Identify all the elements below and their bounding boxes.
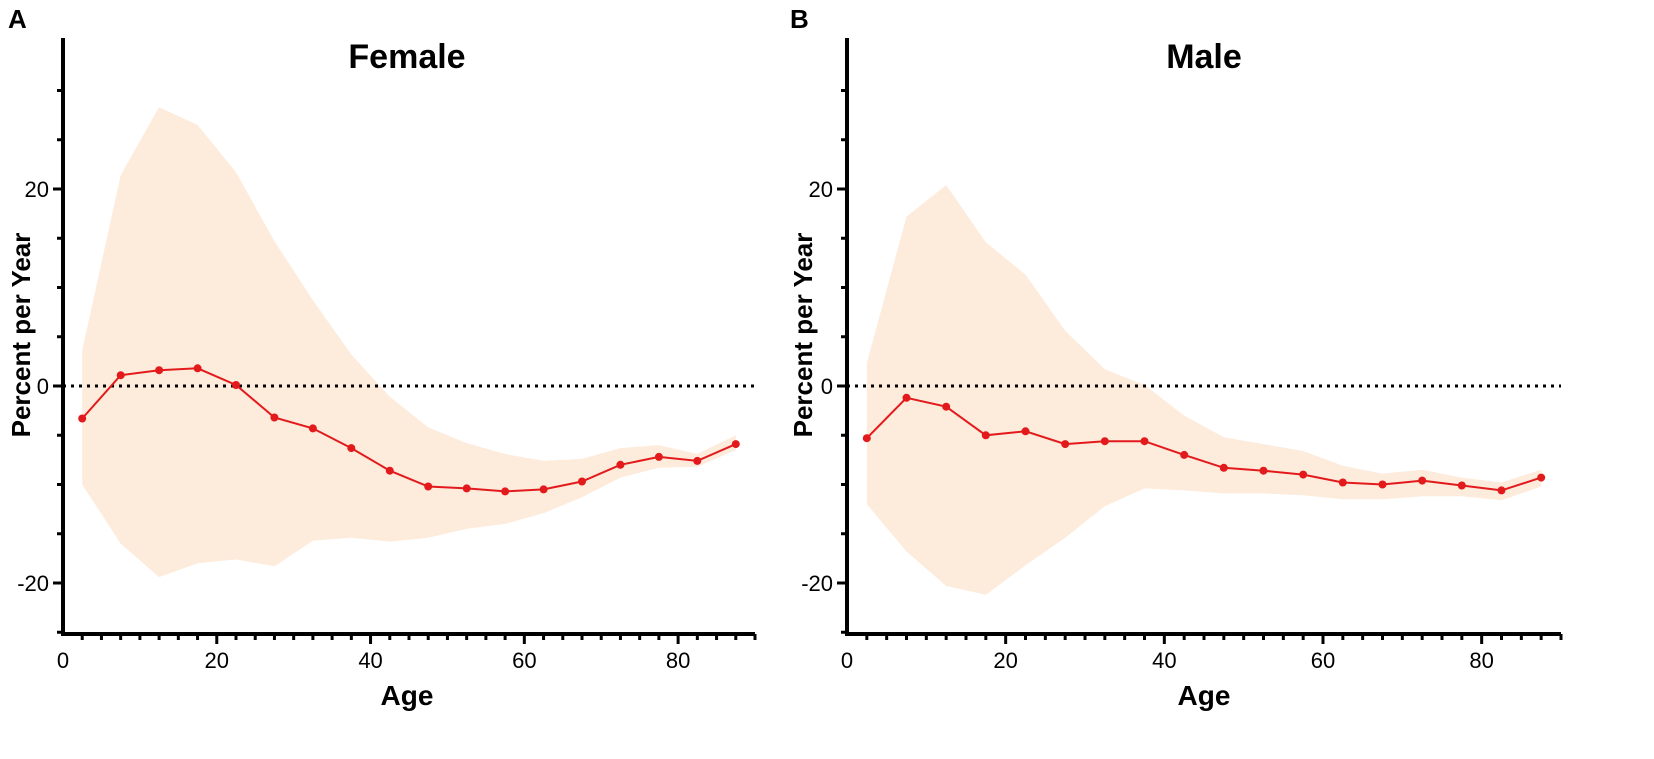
confidence-band-male	[866, 185, 1542, 595]
panel-male: B Male Percent per Year Age -20 0 20 0 20 40 6…	[788, 4, 1563, 711]
data-point-female	[578, 477, 586, 486]
x-tick-label: 0	[841, 648, 853, 673]
data-point-female	[116, 371, 125, 380]
data-point-male	[1378, 480, 1387, 489]
y-axis-label-female: Percent per Year	[6, 233, 36, 438]
data-point-male	[862, 434, 871, 443]
confidence-band-female	[82, 107, 736, 578]
data-point-male	[1299, 470, 1308, 479]
x-tick-label: 20	[993, 648, 1017, 673]
series-line-male	[866, 396, 1542, 492]
x-tick-label: 40	[1152, 648, 1176, 673]
data-point-female	[731, 440, 740, 449]
data-point-female	[385, 466, 394, 475]
y-tick-label: -20	[17, 571, 49, 596]
y-tick-label: 20	[25, 177, 49, 202]
data-point-male	[1021, 427, 1030, 436]
x-tick-label: 0	[57, 648, 69, 673]
y-tick-label: 20	[809, 177, 833, 202]
y-tick-label: 0	[37, 374, 49, 399]
data-point-female	[616, 460, 625, 469]
x-axis-label-female: Age	[381, 680, 434, 711]
x-tick-label: 40	[358, 648, 382, 673]
panel-letter-a: A	[8, 4, 27, 34]
data-point-male	[1100, 437, 1109, 446]
x-tick-label: 80	[1469, 648, 1493, 673]
data-point-male	[902, 393, 911, 402]
data-point-male	[1061, 440, 1070, 449]
data-point-male	[1418, 476, 1427, 485]
data-point-female	[539, 485, 548, 494]
data-point-male	[1140, 437, 1149, 446]
x-tick-label: 80	[666, 648, 690, 673]
y-axis-label-male: Percent per Year	[788, 233, 818, 438]
data-point-male	[1457, 481, 1466, 490]
data-point-male	[1219, 463, 1228, 472]
chart-title-female: Female	[348, 38, 465, 76]
data-point-male	[1497, 486, 1506, 495]
data-point-male	[981, 431, 990, 440]
x-tick-label: 60	[512, 648, 536, 673]
panel-female: A Female Percent per Year Age -20 0 20 0 20 4…	[6, 4, 757, 711]
chart-title-male: Male	[1166, 38, 1242, 76]
data-point-female	[193, 364, 202, 373]
y-tick-label: -20	[801, 571, 833, 596]
series-line-female	[81, 367, 737, 493]
x-tick-label: 60	[1311, 648, 1335, 673]
x-axis-label-male: Age	[1178, 680, 1231, 711]
data-point-female	[693, 456, 702, 465]
data-point-female	[424, 482, 433, 491]
data-point-female	[462, 484, 471, 493]
data-point-female	[78, 414, 87, 423]
data-point-male	[1180, 450, 1189, 459]
data-point-female	[501, 487, 510, 496]
data-point-male	[1259, 466, 1268, 475]
panel-letter-b: B	[790, 4, 809, 34]
data-point-female	[308, 424, 317, 433]
y-tick-label: 0	[821, 374, 833, 399]
data-point-male	[942, 402, 951, 411]
x-tick-label: 20	[205, 648, 229, 673]
data-point-female	[270, 413, 279, 422]
data-point-female	[232, 381, 240, 389]
data-point-female	[654, 452, 663, 461]
data-point-male	[1338, 478, 1347, 487]
data-point-female	[155, 366, 164, 375]
data-point-male	[1537, 473, 1546, 482]
data-point-female	[347, 444, 356, 453]
